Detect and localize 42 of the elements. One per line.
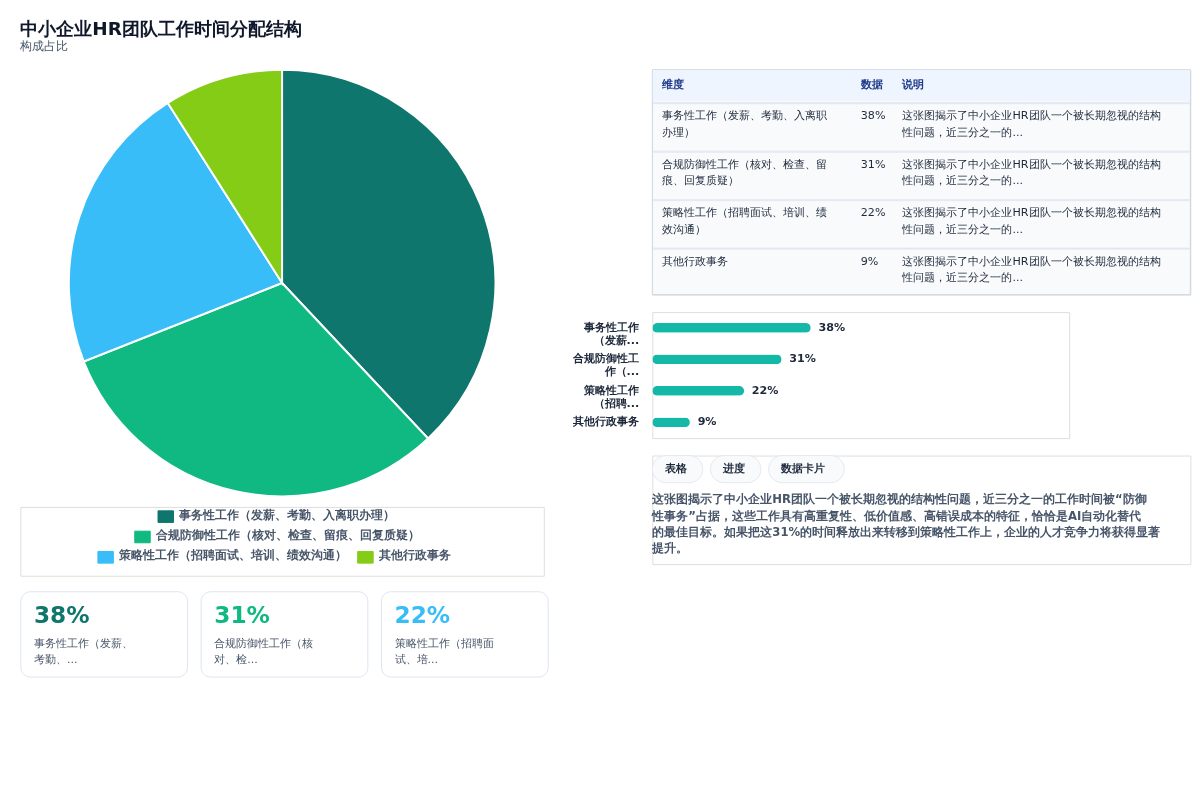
text: 38%: [860, 109, 886, 123]
text: 22%: [860, 206, 886, 220]
chart-subtitle: 构成占比: [19, 39, 69, 54]
text: 其他行政事务: [662, 254, 729, 268]
category-label: 合规防御性工作（核对、检...: [214, 636, 314, 666]
text: 这张图揭示了中小企业HR团队一个被长期忽视的结构性问题，近三分之一的...: [901, 157, 1161, 188]
text: 数据卡片: [780, 462, 826, 476]
category-label: 策略性工作（招聘面试、培...: [394, 636, 494, 666]
text: 这张图揭示了中小企业HR团队一个被长期忽视的结构性问题，近三分之一的工作时间被“防御性事务”占据，这些工作具有高重复性、低价值感、高错误成本的特征，恰恰是AI自动化替代的最佳目标。如果把这31%的时间释放出来转移到策略性工作上，企业的人才竞争力将获得显著提升。: [651, 492, 1161, 556]
legend-label: 事务性工作（发薪、考勤、入离职办理）: [178, 507, 396, 522]
text: 说明: [901, 78, 925, 92]
text: 这张图揭示了中小企业HR团队一个被长期忽视的结构性问题，近三分之一的...: [901, 254, 1161, 285]
y-tick-label: 事务性工作（发薪...: [583, 320, 640, 347]
text: 9%: [860, 254, 879, 268]
text: 事务性工作（发薪、考勤、入离职办理）: [662, 109, 828, 139]
data-label: 22%: [751, 383, 779, 397]
y-tick-label: 合规防御性工作（...: [572, 352, 640, 379]
text: 策略性工作（招聘面试、培训、绩效沟通）: [662, 206, 828, 236]
text: 维度: [661, 78, 685, 92]
data-label: 9%: [697, 415, 717, 429]
y-tick-label: 其他行政事务: [572, 415, 640, 429]
legend-label: 策略性工作（招聘面试、培训、绩效沟通）: [118, 548, 348, 563]
text: 表格: [663, 462, 688, 476]
bar: [652, 322, 811, 333]
text: 进度: [722, 462, 746, 476]
bar: [652, 386, 745, 396]
bar: [652, 354, 782, 365]
text: 31%: [860, 157, 886, 171]
text: 数据: [859, 78, 883, 92]
data-label: 31%: [214, 601, 270, 629]
data-label: 38%: [818, 320, 846, 334]
text: 这张图揭示了中小企业HR团队一个被长期忽视的结构性问题，近三分之一的...: [901, 206, 1161, 236]
legend-label: 合规防御性工作（核对、检查、留痕、回复质疑）: [155, 527, 421, 542]
data-label: 38%: [33, 601, 90, 629]
y-tick-label: 策略性工作（招聘...: [583, 383, 640, 410]
legend-label: 其他行政事务: [378, 548, 452, 563]
category-label: 事务性工作（发薪、考勤、...: [33, 636, 133, 666]
data-label: 31%: [789, 352, 816, 366]
text: 合规防御性工作（核对、检查、留痕、回复质疑）: [662, 157, 828, 188]
text: 这张图揭示了中小企业HR团队一个被长期忽视的结构性问题，近三分之一的...: [901, 109, 1161, 139]
data-label: 22%: [394, 601, 451, 629]
chart-title: 中小企业HR团队工作时间分配结构: [20, 17, 302, 39]
